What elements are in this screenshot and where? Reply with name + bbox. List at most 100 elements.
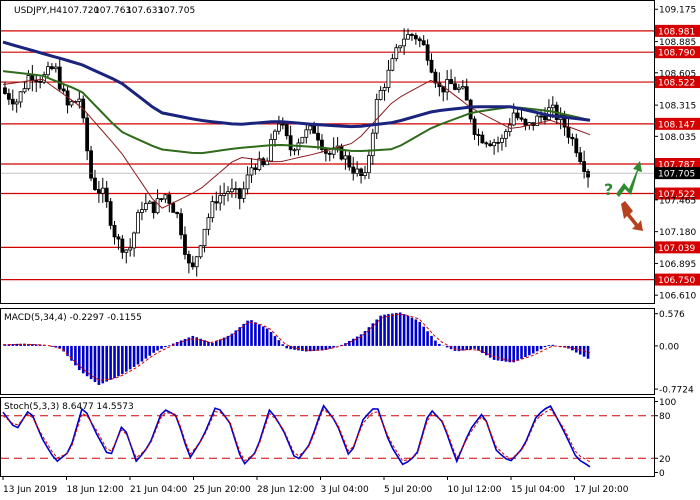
time-tick-label: 25 Jun 20:00 <box>194 485 251 495</box>
time-tick-label: 28 Jun 12:00 <box>257 485 314 495</box>
level-label: 107.787 <box>658 160 695 170</box>
level-tag <box>655 187 700 200</box>
candle-body <box>500 137 504 143</box>
candle-body <box>476 134 481 136</box>
price-tick-label: 107.465 <box>659 196 696 206</box>
candle-body <box>198 245 203 258</box>
candle-body <box>284 124 289 137</box>
candle-body <box>186 254 191 264</box>
candle-body <box>370 132 375 157</box>
candle-body <box>6 93 11 100</box>
candle-body <box>61 88 66 92</box>
candle-body <box>276 123 281 132</box>
candle-body <box>230 188 234 193</box>
candle-body <box>472 118 477 135</box>
candle-body <box>359 168 363 177</box>
candle-body <box>312 125 317 134</box>
candle-body <box>433 71 438 84</box>
candle-body <box>38 80 43 83</box>
candle-body <box>269 139 273 162</box>
candle-body <box>132 232 136 249</box>
candle-body <box>480 134 485 144</box>
current-price-label: 107.705 <box>658 170 695 180</box>
candle-body <box>300 136 305 144</box>
candle-body <box>214 201 219 204</box>
candle-body <box>26 75 31 90</box>
candle-body <box>511 112 516 126</box>
time-tick-label: 5 Jul 20:00 <box>384 485 433 495</box>
level-label: 107.522 <box>658 190 695 200</box>
candle-body <box>3 87 7 94</box>
stoch-main-line <box>2 404 591 468</box>
level-tag <box>655 76 700 89</box>
candle-body <box>159 198 164 201</box>
candle-body <box>386 69 391 88</box>
candle-body <box>308 125 313 131</box>
macd-tick-label: 0.00 <box>659 342 679 352</box>
candle-body <box>351 166 356 174</box>
candle-body <box>175 212 180 215</box>
candle-body <box>171 203 176 213</box>
candle-body <box>104 187 109 203</box>
candle-body <box>457 87 461 90</box>
candle-body <box>410 34 414 36</box>
candle-body <box>253 167 258 170</box>
candle-body <box>163 194 168 200</box>
candle-body <box>124 249 129 253</box>
candle-body <box>429 59 434 73</box>
candle-body <box>460 86 465 89</box>
candle-body <box>10 98 15 105</box>
candle-body <box>503 131 508 139</box>
candle-body <box>417 38 422 42</box>
question-mark: ? <box>604 180 613 199</box>
level-tag <box>655 157 700 170</box>
candle-body <box>89 150 93 179</box>
candle-body <box>57 66 62 90</box>
candle-body <box>453 83 457 90</box>
candle-body <box>210 201 215 219</box>
time-tick-label: 21 Jun 04:00 <box>130 485 187 495</box>
macd-tick-label: -0.7724 <box>659 386 694 396</box>
candle-body <box>96 189 101 194</box>
candle-body <box>496 141 500 144</box>
candle-body <box>343 155 348 160</box>
price-tick-label: 108.605 <box>659 69 696 79</box>
price-tick-label: 108.885 <box>659 38 696 48</box>
candle-body <box>374 99 379 134</box>
candle-body <box>406 34 410 40</box>
price-tick-label: 106.895 <box>659 260 696 270</box>
candle-body <box>535 115 540 126</box>
candle-body <box>42 74 46 83</box>
candle-body <box>468 99 473 120</box>
time-tick-label: 10 Jul 12:00 <box>448 485 502 495</box>
price-tick-label: 107.180 <box>659 228 696 238</box>
candle-body <box>261 158 266 166</box>
level-label: 108.790 <box>658 49 695 59</box>
candle-body <box>140 209 144 213</box>
candle-body <box>449 79 453 85</box>
time-tick-label: 3 Jul 04:00 <box>321 485 370 495</box>
candle-body <box>543 115 547 121</box>
stoch-title: Stoch(5,3,3) 8.6477 14.5573 <box>4 402 134 412</box>
candle-body <box>222 193 227 196</box>
stoch-signal-line <box>2 408 591 463</box>
stoch-tick-label: 100 <box>659 398 676 408</box>
candle-body <box>363 172 367 177</box>
candle-body <box>355 168 360 174</box>
level-tag <box>655 273 700 286</box>
candle-body <box>245 174 250 190</box>
ma-slow-line <box>2 40 591 129</box>
level-label: 108.522 <box>658 79 695 89</box>
ohlc-close: 107.705 <box>158 6 195 16</box>
ohlc-low: 107.633 <box>126 6 163 16</box>
level-label: 107.039 <box>658 244 695 254</box>
candle-body <box>179 213 183 236</box>
candle-body <box>550 104 555 109</box>
candle-body <box>237 188 242 199</box>
candle-body <box>288 135 293 151</box>
candle-body <box>241 188 246 199</box>
macd-title: MACD(5,34,4) -0.2297 -0.1155 <box>4 313 142 323</box>
candle-body <box>22 88 27 93</box>
level-tag <box>655 24 700 37</box>
